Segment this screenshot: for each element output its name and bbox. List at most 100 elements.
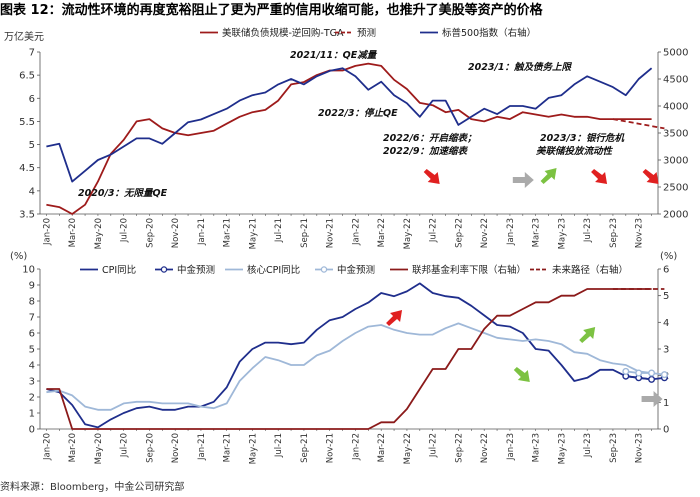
- legend-label: 中金预测: [337, 264, 375, 276]
- left-tick-label: 5.5: [19, 117, 35, 128]
- left-tick-label: 3.5: [19, 210, 35, 221]
- legend-label: 标普500指数（右轴）: [442, 27, 536, 39]
- legend-label: 联邦基金利率下限（右轴）: [412, 264, 526, 276]
- left-tick-label: 8: [29, 297, 35, 308]
- left-tick-label: 9: [29, 281, 35, 292]
- annotation-label: 2023/3：银行危机: [540, 132, 626, 144]
- left-tick-label: 5: [29, 345, 35, 356]
- annotation-label: 2021/11：QE减量: [290, 49, 378, 61]
- series-point-3: [635, 369, 643, 377]
- series-line-0: [46, 62, 652, 215]
- x-tick-label: Mar-23: [532, 433, 542, 462]
- x-tick-label: Nov-22: [480, 433, 490, 463]
- x-tick-label: Jan-20: [42, 433, 52, 461]
- x-tick-label: Jan-22: [351, 218, 361, 246]
- left-tick-label: 4: [29, 186, 35, 197]
- right-tick-label: 1: [663, 398, 669, 409]
- x-tick-label: Mar-23: [532, 218, 542, 247]
- annotation-label: 2022/6：开启缩表；: [383, 132, 477, 144]
- chart-fed-liquidity-sp500: 3.5 4 4.5 5 5.5 6 6.5 7 2000 2500 3000 3500 4000 4500…: [4, 27, 688, 249]
- right-tick-label: 5000: [663, 48, 688, 59]
- series-line-2: [46, 67, 653, 183]
- x-tick-label: Jul-23: [583, 218, 593, 243]
- x-tick-label: Jul-21: [274, 218, 284, 243]
- legend-label: 核心CPI同比: [247, 264, 300, 276]
- right-tick-label: 3000: [663, 156, 688, 167]
- annotation-label: 2022/9：加速缩表: [383, 145, 469, 157]
- trend-arrow-right: [641, 391, 663, 407]
- annotation-label: 美联储投放流动性: [536, 145, 614, 157]
- right-tick-label: 6: [663, 265, 669, 276]
- trend-arrow-down: [513, 367, 530, 382]
- x-tick-label: May-21: [248, 218, 258, 249]
- right-tick-label: 4500: [663, 75, 688, 86]
- left-tick-label: 6.5: [19, 71, 35, 82]
- x-tick-label: Jul-20: [120, 433, 130, 458]
- left-tick-label: 6: [29, 94, 35, 105]
- series-line-3: [625, 370, 665, 376]
- x-tick-label: Jan-20: [42, 218, 52, 246]
- legend-marker: [160, 266, 168, 273]
- left-axis-unit: (%): [10, 251, 27, 262]
- x-tick-label: Nov-23: [635, 433, 645, 463]
- x-tick-label: Sep-22: [454, 433, 464, 463]
- trend-arrow-down: [642, 169, 659, 184]
- left-tick-label: 4: [29, 361, 35, 372]
- x-tick-label: Mar-21: [223, 218, 233, 247]
- x-tick-label: Mar-22: [377, 218, 387, 247]
- x-tick-label: Jan-22: [351, 433, 361, 461]
- x-tick-label: Jul-22: [429, 433, 439, 458]
- legend-label: 美联储负债规模-逆回购-TGA: [222, 27, 344, 39]
- legend-label: 预测: [357, 28, 376, 39]
- chart-cpi-fed-funds: 0123456789100123456(%)(%)Jan-20Mar-20May…: [10, 251, 677, 464]
- figure-title: 图表 12：流动性环境的再度宽裕阻止了更为严重的信用收缩可能，也推升了美股等资产…: [0, 3, 543, 18]
- x-tick-label: Sep-23: [609, 218, 619, 248]
- left-tick-label: 5: [29, 140, 35, 151]
- left-tick-label: 2: [29, 393, 35, 404]
- x-tick-label: May-23: [557, 218, 567, 249]
- x-tick-label: Jul-23: [583, 433, 593, 458]
- right-tick-label: 4: [663, 318, 669, 329]
- x-tick-label: May-22: [403, 218, 413, 249]
- legend-label: CPI同比: [102, 264, 136, 276]
- x-tick-label: Jul-21: [274, 433, 284, 458]
- trend-arrow-down: [423, 169, 440, 184]
- right-tick-label: 4000: [663, 102, 688, 113]
- left-tick-label: 0: [29, 425, 35, 436]
- x-tick-label: Jan-23: [506, 433, 516, 461]
- left-tick-label: 7: [29, 48, 35, 59]
- x-tick-label: Nov-23: [635, 218, 645, 248]
- left-axis-unit: 万亿美元: [4, 30, 44, 43]
- series-point-3: [622, 367, 630, 375]
- left-tick-label: 1: [29, 409, 35, 420]
- series-line-2: [46, 322, 652, 411]
- x-tick-label: Sep-20: [145, 433, 155, 463]
- right-tick-label: 3500: [663, 129, 688, 140]
- series-point-3: [660, 371, 668, 379]
- left-tick-label: 6: [29, 329, 35, 340]
- series-line-1: [625, 375, 665, 381]
- x-tick-label: Nov-20: [171, 218, 181, 248]
- right-tick-label: 5: [663, 291, 669, 302]
- annotation-label: 2020/3：无限量QE: [78, 188, 168, 199]
- x-tick-label: May-20: [94, 433, 104, 464]
- x-tick-label: Sep-21: [300, 433, 310, 463]
- x-tick-label: Sep-22: [454, 218, 464, 248]
- series-line-0: [46, 282, 652, 429]
- x-tick-label: May-23: [557, 433, 567, 464]
- left-tick-label: 3: [29, 377, 35, 388]
- x-tick-label: May-21: [248, 433, 258, 464]
- x-tick-label: May-22: [403, 433, 413, 464]
- source-note: 资料来源：Bloomberg，中金公司研究部: [0, 482, 185, 493]
- left-tick-label: 7: [29, 313, 35, 324]
- x-tick-label: Mar-20: [68, 433, 78, 462]
- trend-arrow-right: [512, 172, 534, 188]
- right-tick-label: 3: [663, 345, 669, 356]
- x-tick-label: Sep-23: [609, 433, 619, 463]
- right-tick-label: 2000: [663, 210, 688, 221]
- trend-arrow-up: [579, 327, 596, 343]
- annotation-label: 2022/3：停止QE: [318, 107, 398, 119]
- left-tick-label: 4.5: [19, 163, 35, 174]
- x-tick-label: Jan-21: [197, 218, 207, 246]
- x-tick-label: Sep-20: [145, 218, 155, 248]
